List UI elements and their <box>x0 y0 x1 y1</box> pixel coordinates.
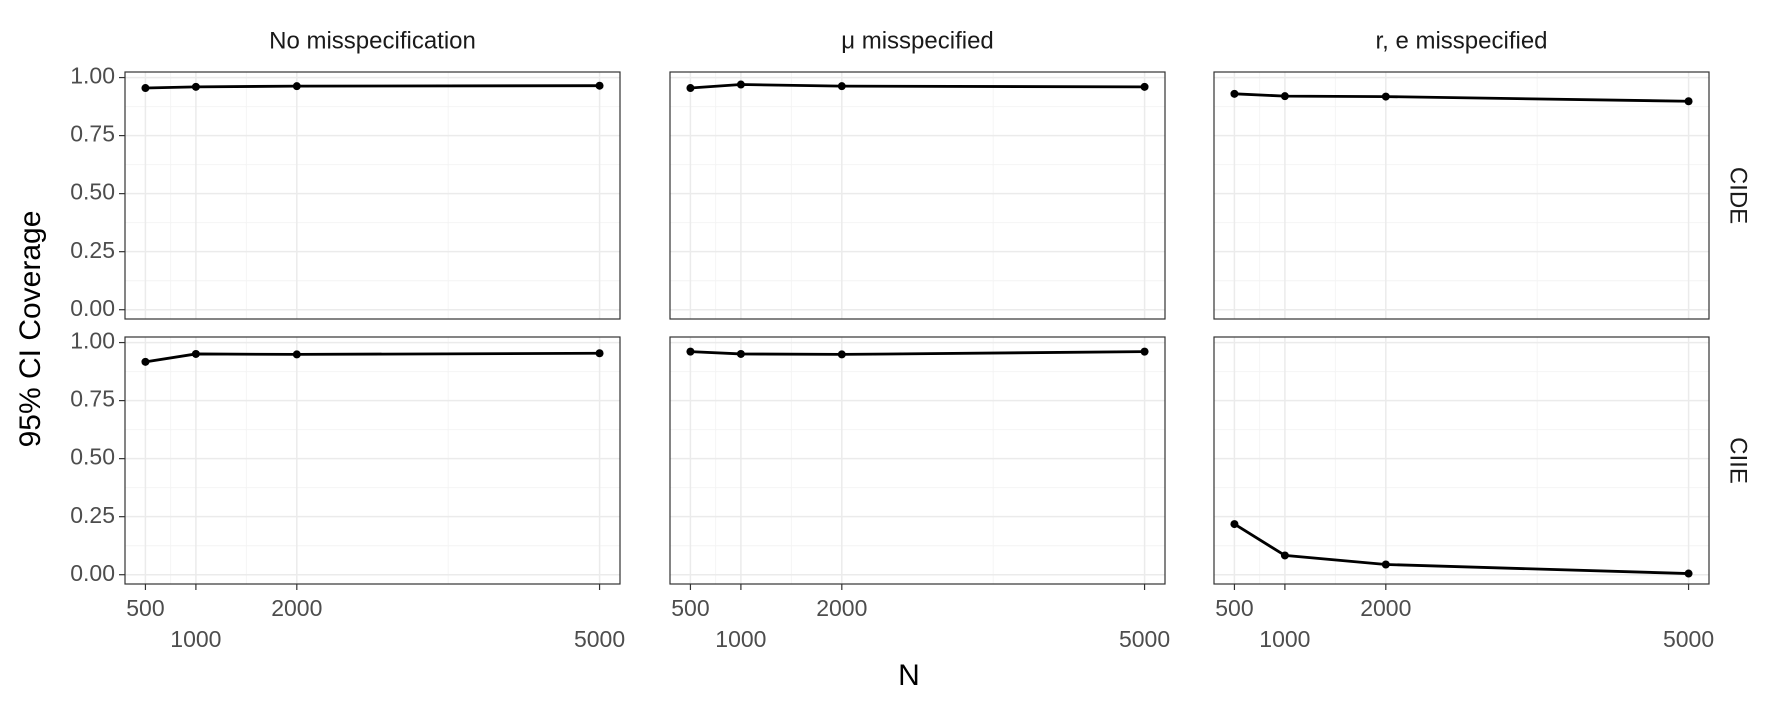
row-strip-label: CIDE <box>1725 167 1752 224</box>
point <box>141 357 150 366</box>
x-tick-label: 500 <box>671 595 709 621</box>
point <box>1140 82 1149 91</box>
y-tick-label: 0.25 <box>70 237 115 263</box>
point <box>1684 97 1693 106</box>
point <box>837 350 846 359</box>
panel-border <box>124 71 621 320</box>
column-strip-label: r, e misspecified <box>1375 27 1547 54</box>
point <box>1280 551 1289 560</box>
x-tick-label: 500 <box>126 595 164 621</box>
point <box>1230 520 1239 529</box>
panel-border <box>1213 71 1710 320</box>
point <box>1381 92 1390 101</box>
point <box>1381 560 1390 569</box>
point <box>191 82 200 91</box>
panel-background <box>670 72 1165 319</box>
x-tick-label: 5000 <box>574 626 625 652</box>
panel-background <box>670 337 1165 584</box>
panel-border <box>669 71 1166 320</box>
series-line <box>690 83 1145 90</box>
point <box>686 84 695 93</box>
point <box>837 82 846 91</box>
point <box>736 349 745 358</box>
x-tick-label: 1000 <box>1259 626 1310 652</box>
point <box>292 82 301 91</box>
point <box>1230 89 1239 98</box>
series-line <box>1233 522 1689 575</box>
point <box>686 347 695 356</box>
x-tick-label: 500 <box>1215 595 1253 621</box>
x-axis-title: N <box>898 659 920 692</box>
series-line <box>145 351 600 364</box>
x-tick-label: 1000 <box>715 626 766 652</box>
panel-border <box>124 336 621 585</box>
column-strip-label: μ misspecified <box>841 27 994 54</box>
x-tick-label: 2000 <box>1360 595 1411 621</box>
y-tick-label: 0.75 <box>70 386 115 412</box>
point <box>1684 569 1693 578</box>
x-tick-label: 5000 <box>1119 626 1170 652</box>
y-tick-label: 0.75 <box>70 121 115 147</box>
row-strip-label: CIIE <box>1725 437 1752 484</box>
panel-border <box>669 336 1166 585</box>
column-strip-label: No misspecification <box>269 27 476 54</box>
panel-border <box>1213 336 1710 585</box>
y-tick-label: 1.00 <box>70 328 115 354</box>
y-tick-label: 0.00 <box>70 295 115 321</box>
x-tick-label: 5000 <box>1663 626 1714 652</box>
panel-background <box>125 72 620 319</box>
y-tick-label: 0.00 <box>70 560 115 586</box>
point <box>595 81 604 90</box>
y-axis-title: 95% CI Coverage <box>14 211 47 448</box>
point <box>736 80 745 89</box>
panel-background <box>125 337 620 584</box>
panel-background <box>1214 337 1709 584</box>
point <box>595 349 604 358</box>
y-tick-label: 0.25 <box>70 502 115 528</box>
y-tick-label: 0.50 <box>70 179 115 205</box>
series-line <box>145 84 600 90</box>
series-line <box>1234 92 1689 103</box>
x-tick-label: 2000 <box>816 595 867 621</box>
point <box>1140 347 1149 356</box>
y-tick-label: 0.50 <box>70 444 115 470</box>
panel-background <box>1214 72 1709 319</box>
point <box>292 350 301 359</box>
series-line <box>690 350 1145 356</box>
point <box>1280 92 1289 101</box>
point <box>141 84 150 93</box>
point <box>191 349 200 358</box>
y-tick-label: 1.00 <box>70 63 115 89</box>
x-tick-label: 2000 <box>271 595 322 621</box>
x-tick-label: 1000 <box>170 626 221 652</box>
